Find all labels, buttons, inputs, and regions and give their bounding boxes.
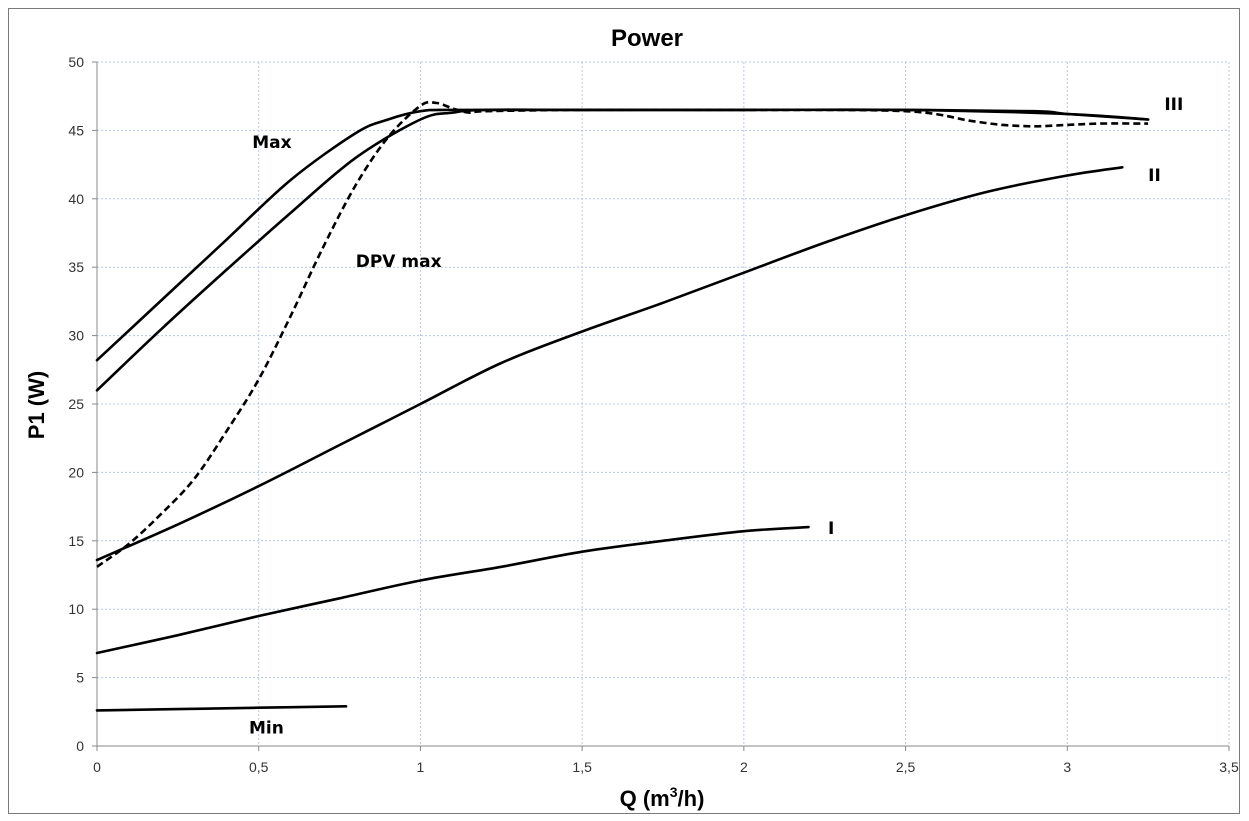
chart-title: Power [611, 25, 683, 52]
series-line-ii [95, 166, 1124, 562]
grid [97, 61, 1230, 746]
curve-label-iii: III [1164, 95, 1183, 115]
x-tick-label: 0 [93, 759, 101, 775]
y-axis-label: P1 (W) [24, 371, 49, 439]
y-tick-label: 35 [68, 259, 84, 275]
x-axis-label-superscript: 3 [670, 784, 678, 800]
x-axis-label-main: Q (m [620, 786, 670, 811]
y-tick-label: 10 [68, 601, 84, 617]
series-line-dpv-max [96, 100, 1149, 568]
y-tick-label: 15 [68, 533, 84, 549]
y-tick-label: 25 [68, 396, 84, 412]
series-group [95, 100, 1150, 712]
series-line-i [95, 525, 810, 655]
y-tick-label: 45 [68, 122, 84, 138]
x-tick-label: 1,5 [572, 759, 592, 775]
x-tick-label: 3,5 [1219, 759, 1239, 775]
axes: 0 0,5 1 1,5 2 2,5 3 3,5 0 5 10 15 20 25 30 35 40 45 50 [68, 54, 1239, 775]
x-tick-label: 2 [740, 759, 748, 775]
series-line-min [95, 705, 348, 712]
x-tick-label: 1 [417, 759, 425, 775]
x-axis-label: Q (m3/h) [620, 784, 705, 811]
x-tick-label: 2,5 [896, 759, 916, 775]
y-tick-label: 50 [68, 54, 84, 70]
y-tick-label: 30 [68, 328, 84, 344]
y-tick-label: 5 [76, 670, 84, 686]
x-axis-label-tail: /h) [678, 786, 705, 811]
curve-label-min: Min [249, 719, 284, 739]
chart-frame [8, 8, 1240, 814]
x-tick-label: 3 [1063, 759, 1071, 775]
curve-label-max: Max [252, 133, 291, 153]
curve-label-i: I [828, 519, 834, 539]
y-tick-label: 20 [68, 464, 84, 480]
y-tick-label: 0 [76, 738, 84, 754]
curve-label-ii: II [1148, 166, 1161, 186]
curve-label-dpv-max: DPV max [356, 252, 442, 272]
y-tick-label: 40 [68, 191, 84, 207]
x-tick-label: 0,5 [249, 759, 269, 775]
